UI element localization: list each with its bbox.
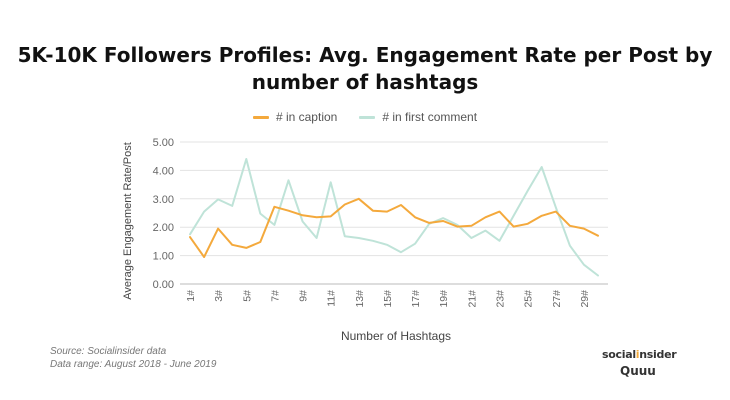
x-tick-label: 19# [438,290,450,308]
legend-label-first-comment: # in first comment [382,110,478,124]
series-lines [189,158,599,277]
x-tick-label: 9# [298,290,310,302]
x-tick-label: 5# [241,290,253,302]
quuu-logo: Quuu [620,364,656,378]
x-tick-label: 13# [354,290,366,308]
y-tick-label: 4.00 [153,165,174,177]
x-tick-label: 29# [579,290,591,308]
socialinsider-logo: socialinsider [602,348,677,361]
series-line-first-comment [189,158,599,277]
y-tick-labels: 0.00 1.00 2.00 3.00 4.00 5.00 [153,137,174,291]
source-note: Source: Socialinsider data [50,346,167,357]
x-tick-label: 11# [326,290,338,307]
x-tick-label: 7# [269,290,281,302]
y-tick-label: 3.00 [153,194,174,206]
x-axis-label: Number of Hashtags [341,329,451,343]
chart-legend: # in caption # in first comment [0,110,730,124]
y-tick-label: 0.00 [153,279,174,291]
y-tick-label: 1.00 [153,251,174,263]
chart-title-line-2: number of hashtags [251,70,479,94]
x-tick-label: 21# [466,290,478,308]
x-tick-labels: 1# 3# 5# 7# 9# 11# 13# 15# 17# 19# 21# 23# 25# 27# 29# [185,290,591,308]
x-tick-label: 1# [185,290,197,302]
legend-swatch-first-comment [359,115,376,119]
x-tick-label: 3# [213,290,225,302]
chart-footer: Source: Socialinsider data Data range: A… [50,345,216,371]
x-tick-label: 23# [495,290,507,308]
legend-label-caption: # in caption [275,110,338,124]
x-tick-label: 17# [410,290,422,308]
x-tick-label: 15# [382,290,394,308]
y-tick-label: 2.00 [153,222,174,234]
x-tick-label: 25# [523,290,535,308]
chart-title-line-1: 5K-10K Followers Profiles: Avg. Engageme… [17,43,713,67]
legend-item-first-comment: # in first comment [359,110,477,124]
y-tick-label: 5.00 [153,137,174,149]
data-range-note: Data range: August 2018 - June 2019 [50,359,217,370]
x-tick-label: 27# [551,290,563,308]
series-line-caption [189,197,599,258]
brand-logos: socialinsider Quuu [602,348,692,378]
legend-swatch-caption [252,115,269,119]
legend-item-caption: # in caption [252,110,338,124]
y-axis-label: Average Engagement Rate/Post [122,142,134,300]
grid-lines [180,141,608,285]
chart-title: 5K-10K Followers Profiles: Avg. Engageme… [0,42,730,96]
